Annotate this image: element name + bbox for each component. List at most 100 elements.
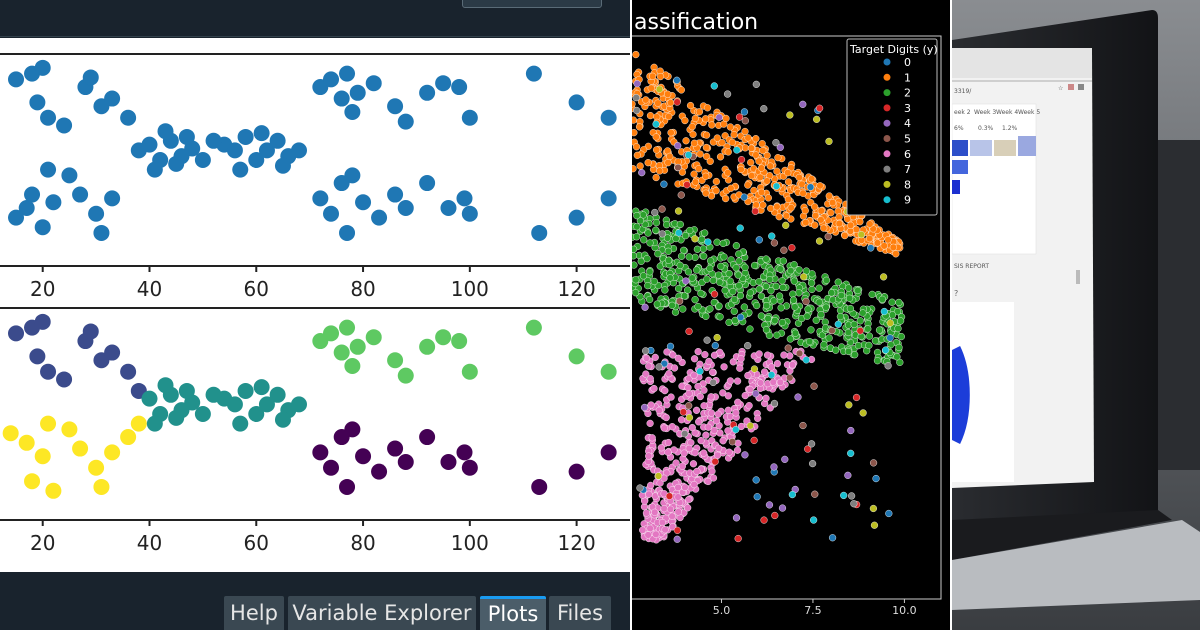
scatter-point <box>706 305 714 313</box>
scatter-point <box>237 128 254 145</box>
scatter-point <box>706 264 714 273</box>
tab-variable-explorer[interactable]: Variable Explorer <box>288 596 476 630</box>
scatter-point <box>725 318 733 327</box>
scatter-point <box>639 272 648 280</box>
cell-value: 1.2% <box>1002 125 1018 132</box>
scatter-point <box>878 295 886 303</box>
scatter-point <box>120 109 137 126</box>
scatter-point <box>658 230 666 238</box>
scatter-point <box>178 382 195 399</box>
scatter-point <box>656 167 664 175</box>
scatter-point <box>735 282 743 290</box>
scatter-point <box>733 146 741 154</box>
scatter-point <box>695 108 704 116</box>
scatter-point <box>837 291 845 300</box>
scatter-point <box>684 151 693 159</box>
question-text: ? <box>954 289 958 298</box>
scatter-point <box>707 393 715 401</box>
report-card <box>952 103 1037 255</box>
scatter-point <box>689 130 697 139</box>
scatter-point <box>782 212 791 220</box>
scatter-point <box>767 204 775 213</box>
scatter-point <box>765 501 774 509</box>
scatter-point <box>419 338 436 355</box>
scatter-point <box>663 348 671 356</box>
scatter-point <box>673 526 681 534</box>
scatter-point <box>893 307 902 316</box>
scatter-point <box>784 178 793 186</box>
scatter-point <box>258 396 275 413</box>
scatter-point <box>717 262 725 270</box>
scatter-point <box>786 374 794 382</box>
scatter-point <box>387 98 404 115</box>
scatter-point <box>836 312 845 321</box>
scatter-point <box>686 226 694 235</box>
scatter-point <box>680 292 689 300</box>
scatter-point <box>744 371 752 380</box>
scatter-point <box>633 106 641 115</box>
scatter-point <box>764 194 772 202</box>
scatter-point <box>632 276 640 284</box>
scatter-point <box>568 94 585 111</box>
scatter-point <box>650 384 658 393</box>
scatter-point <box>646 112 655 120</box>
tab-help[interactable]: Help <box>224 596 284 630</box>
legend-label: 5 <box>904 133 911 146</box>
scatter-point <box>834 278 842 286</box>
scatter-point <box>681 232 690 240</box>
scatter-point <box>684 286 692 294</box>
scatter-point <box>641 220 649 228</box>
scatter-point <box>720 363 728 371</box>
scatter-point <box>732 514 741 522</box>
legend-label: 6 <box>904 148 911 161</box>
scatter-point <box>694 382 702 391</box>
scatter-point <box>704 477 712 486</box>
scatter-point <box>888 298 896 306</box>
scatter-point <box>897 333 905 341</box>
scatter-points <box>632 50 906 544</box>
scatter-point <box>683 181 691 189</box>
scatter-point <box>769 378 777 386</box>
scatter-point <box>663 234 672 242</box>
scatter-point <box>677 86 685 94</box>
legend-marker <box>883 180 891 188</box>
scatter-point <box>736 364 744 372</box>
scatter-point <box>799 189 807 197</box>
scatter-point <box>750 261 759 270</box>
tab-files[interactable]: Files <box>549 596 611 630</box>
scatter-point <box>745 402 753 410</box>
scatter-point <box>130 415 147 432</box>
scatter-point <box>703 104 712 112</box>
scatter-point <box>397 113 414 130</box>
scatter-point <box>766 162 774 170</box>
scatter-point <box>802 218 810 227</box>
scatter-point <box>686 101 695 110</box>
scatter-point <box>29 348 46 365</box>
scatter-point <box>691 296 699 304</box>
scatter-point <box>664 247 672 255</box>
scatter-point <box>397 200 414 216</box>
plot-figure: 20 40 60 80 100 120 20 40 60 80 100 120 <box>0 53 630 555</box>
scatter-point <box>679 408 687 416</box>
scatter-point <box>695 418 703 426</box>
scatter-point <box>766 404 774 412</box>
scatter-point <box>780 246 788 254</box>
tab-plots[interactable]: Plots <box>480 596 546 630</box>
scatter-point <box>665 112 673 121</box>
scatter-point <box>651 208 659 217</box>
scatter-point <box>711 458 719 466</box>
x-tick-label: 60 <box>244 277 269 301</box>
scatter-point <box>34 59 51 76</box>
scatter-point <box>702 189 710 197</box>
scatter-point <box>146 415 163 432</box>
scatter-point <box>689 460 698 468</box>
scatter-point <box>778 504 787 512</box>
toolbar-button[interactable] <box>462 0 602 8</box>
scatter-point <box>663 221 671 229</box>
scatter-point <box>715 444 723 452</box>
scatter-point <box>811 221 819 229</box>
scatter-point <box>654 472 663 480</box>
scatter-point <box>710 290 719 298</box>
report-link[interactable]: SIS REPORT <box>954 263 989 270</box>
scatter-point <box>645 362 653 370</box>
